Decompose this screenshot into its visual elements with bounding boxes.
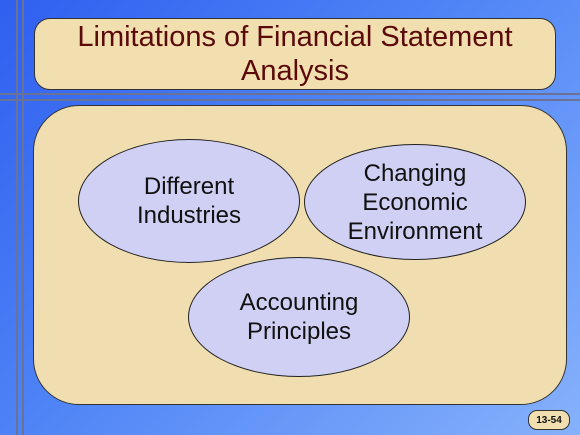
bubble-different-industries: Different Industries (78, 139, 300, 263)
bubble-changing-economic-environment: Changing Economic Environment (304, 144, 526, 260)
bubble-label: Changing Economic Environment (347, 159, 483, 245)
decorative-horizontal-line (0, 99, 580, 101)
slide-number: 13-54 (536, 414, 562, 426)
bubble-label: Different Industries (136, 173, 242, 229)
slide-number-badge: 13-54 (528, 410, 570, 430)
decorative-vertical-line (22, 0, 24, 435)
decorative-horizontal-line (0, 93, 580, 95)
decorative-vertical-line (16, 0, 18, 435)
bubble-accounting-principles: Accounting Principles (188, 257, 410, 377)
title-box: Limitations of Financial Statement Analy… (34, 18, 556, 90)
slide-title: Limitations of Financial Statement Analy… (77, 21, 513, 87)
bubble-label: Accounting Principles (239, 289, 359, 345)
